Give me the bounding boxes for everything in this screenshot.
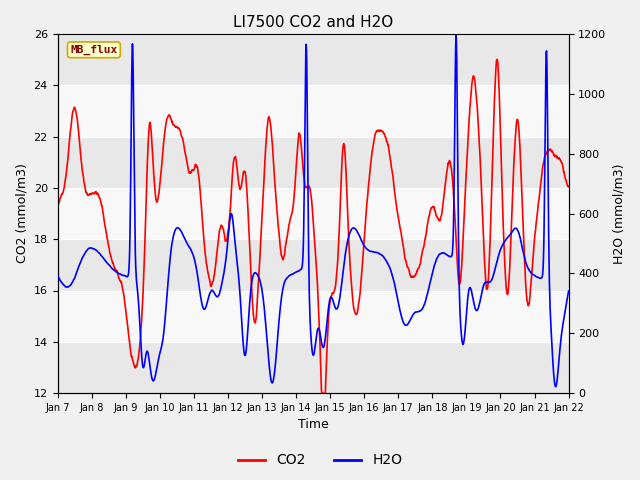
Y-axis label: H2O (mmol/m3): H2O (mmol/m3): [612, 163, 625, 264]
Text: MB_flux: MB_flux: [70, 45, 118, 55]
Title: LI7500 CO2 and H2O: LI7500 CO2 and H2O: [233, 15, 393, 30]
Bar: [58, 34, 568, 85]
Y-axis label: CO2 (mmol/m3): CO2 (mmol/m3): [15, 164, 28, 264]
Bar: [58, 290, 568, 342]
Bar: [58, 137, 568, 188]
X-axis label: Time: Time: [298, 419, 328, 432]
Bar: [58, 342, 568, 393]
Bar: [58, 239, 568, 290]
Bar: [58, 85, 568, 137]
Bar: [58, 188, 568, 239]
Legend: CO2, H2O: CO2, H2O: [232, 448, 408, 473]
